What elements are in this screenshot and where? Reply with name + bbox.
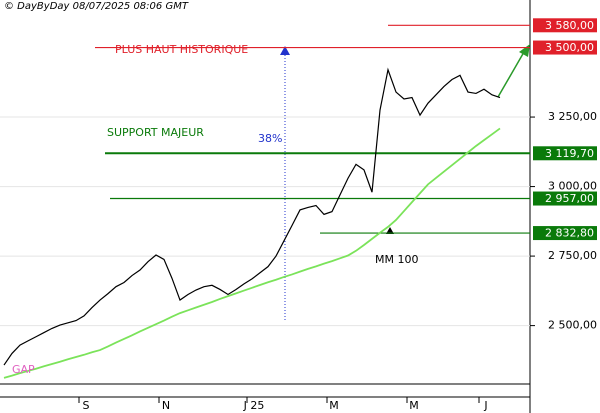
x-tick-label: J 25 xyxy=(243,399,265,412)
moving-average xyxy=(3,127,501,379)
annotation: PLUS HAUT HISTORIQUE xyxy=(115,43,248,56)
level-label: 2 957,00 xyxy=(545,192,594,205)
level-box xyxy=(533,191,597,206)
level-box xyxy=(533,226,597,241)
level-label: 2 832,80 xyxy=(545,227,594,240)
ma-pointer xyxy=(386,227,394,234)
trend-arrow-head xyxy=(519,44,530,57)
annotation: GAP xyxy=(12,363,35,376)
level-label: 3 119,70 xyxy=(545,147,594,160)
y-tick-label: 3 000,00 xyxy=(548,180,597,193)
x-tick-label: M xyxy=(409,399,419,412)
x-tick-label: M xyxy=(329,399,339,412)
y-tick-label: 3 250,00 xyxy=(548,110,597,123)
annotation: MM 100 xyxy=(375,253,418,266)
level-label: 3 580,00 xyxy=(545,19,594,32)
chart-subtitle: © DayByDay 08/07/2025 08:06 GMT xyxy=(4,1,189,12)
annotation: SUPPORT MAJEUR xyxy=(107,126,204,139)
level-box xyxy=(533,40,597,55)
level-box xyxy=(533,18,597,33)
retracement-arrow xyxy=(280,46,290,55)
x-tick-label: N xyxy=(162,399,170,412)
annotation: 38% xyxy=(258,132,282,145)
x-tick-label: J xyxy=(483,399,487,412)
level-label: 3 500,00 xyxy=(545,41,594,54)
level-box xyxy=(533,146,597,161)
trend-arrow xyxy=(497,51,525,98)
y-tick-label: 2 500,00 xyxy=(548,319,597,332)
price-line xyxy=(3,67,501,366)
y-tick-label: 2 750,00 xyxy=(548,249,597,262)
x-tick-label: S xyxy=(83,399,90,412)
